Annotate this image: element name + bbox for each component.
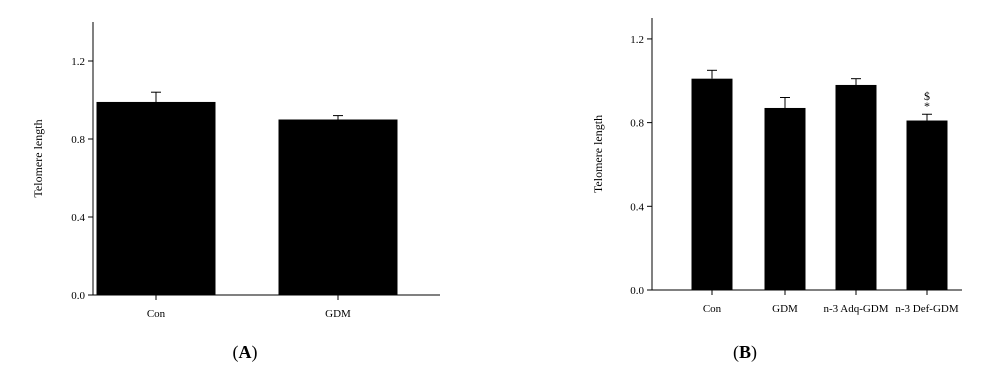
y-tick-label: 0.0 xyxy=(71,290,85,302)
y-tick-label: 1.2 xyxy=(630,34,644,46)
x-tick-label: GDM xyxy=(772,303,798,315)
y-tick-label: 1.2 xyxy=(71,56,85,68)
x-tick-label: n-3 Def-GDM xyxy=(895,303,958,315)
bar xyxy=(906,120,948,291)
bar xyxy=(764,107,806,290)
bar xyxy=(278,119,398,295)
panel-label-b: (B) xyxy=(733,342,757,363)
y-tick-label: 0.0 xyxy=(630,285,644,297)
significance-marker: * xyxy=(924,99,930,113)
x-tick-label: Con xyxy=(703,303,722,315)
y-tick-label: 0.8 xyxy=(630,118,644,130)
panel-label-a: (A) xyxy=(233,342,258,363)
x-tick-label: GDM xyxy=(325,308,351,320)
significance-marker: $ xyxy=(924,89,930,103)
y-tick-label: 0.4 xyxy=(630,201,644,213)
y-tick-label: 0.4 xyxy=(71,212,85,224)
chart-panel-b: 0.0 0.4 0.8 1.2 Telomere length Con GDM n-3 Adq… xyxy=(591,18,962,315)
y-axis-title: Telomere length xyxy=(591,115,605,193)
bar xyxy=(691,78,733,290)
x-tick-label: n-3 Adq-GDM xyxy=(823,303,888,315)
bar xyxy=(96,101,216,295)
x-tick-label: Con xyxy=(147,308,166,320)
bar xyxy=(835,84,877,290)
y-axis-title: Telomere length xyxy=(31,119,45,197)
chart-panel-a: 0.0 0.4 0.8 1.2 Telomere length Con GDM xyxy=(31,22,440,320)
y-tick-label: 0.8 xyxy=(71,134,85,146)
